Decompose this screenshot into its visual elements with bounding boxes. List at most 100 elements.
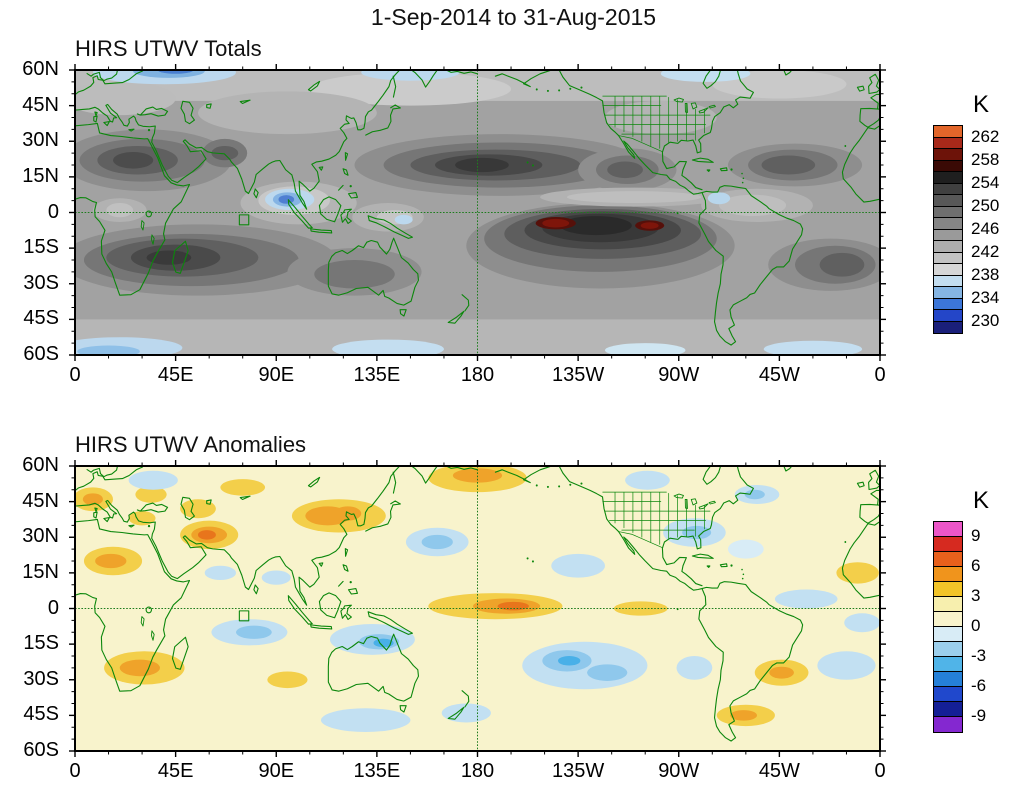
colorbar-cell bbox=[934, 537, 962, 552]
y-axis-labels-anomalies: 60N 45N 30N 15N 0 15S 30S 45S 60S bbox=[3, 454, 67, 761]
colorbar-cells-anomalies bbox=[933, 521, 963, 733]
colorbar-totals: K 262 258 254 250 246 242 238 234 230 bbox=[933, 91, 1027, 385]
colorbar-cell bbox=[934, 321, 962, 333]
colorbar-cell bbox=[934, 310, 962, 322]
x-tick-label: 180 bbox=[460, 760, 495, 782]
y-tick-label: 45N bbox=[22, 489, 59, 512]
y-tick-label: 30S bbox=[23, 271, 59, 294]
y-tick-label: 0 bbox=[47, 200, 59, 223]
colorbar-cell bbox=[934, 298, 962, 310]
y-tick-label: 15N bbox=[22, 560, 59, 583]
colorbar-unit-label: K bbox=[973, 487, 990, 514]
x-tick-label: 45E bbox=[157, 760, 194, 782]
x-tick-label: 135E bbox=[353, 760, 401, 782]
colorbar-tick-label: 6 bbox=[971, 556, 981, 575]
y-tick-label: 30N bbox=[22, 525, 59, 548]
colorbar-cell bbox=[934, 229, 962, 241]
colorbar-tick-label: 258 bbox=[971, 149, 1000, 169]
map-anomalies: 60N 45N 30N 15N 0 15S 30S 45S 60S 0 45E 90E 135E 180… bbox=[22, 454, 886, 782]
colorbar-anomalies: K 9 6 3 0 -3 -6 -9 bbox=[933, 487, 1027, 781]
map-canvas-totals bbox=[75, 70, 880, 355]
colorbar-cell bbox=[934, 642, 962, 657]
y-tick-label: 30N bbox=[22, 129, 59, 152]
colorbar-cell bbox=[934, 183, 962, 195]
x-tick-label: 0 bbox=[874, 364, 886, 386]
panel-title-anomalies: HIRS UTWV Anomalies bbox=[75, 432, 307, 457]
colorbar-cell bbox=[934, 702, 962, 717]
colorbar-cell bbox=[934, 264, 962, 276]
y-tick-label: 45S bbox=[23, 703, 59, 726]
colorbar-cell bbox=[934, 552, 962, 567]
colorbar-tick-labels-anomalies: 9 6 3 0 -3 -6 -9 bbox=[971, 521, 1025, 781]
x-tick-label: 0 bbox=[874, 760, 886, 782]
x-tick-label: 0 bbox=[69, 760, 81, 782]
y-tick-label: 60S bbox=[23, 343, 59, 366]
x-tick-label: 180 bbox=[460, 364, 495, 386]
colorbar-tick-label: 3 bbox=[971, 586, 981, 605]
colorbar-cell bbox=[934, 567, 962, 582]
colorbar-tick-label: 250 bbox=[971, 195, 1000, 215]
x-tick-label: 90W bbox=[658, 364, 700, 386]
colorbar-cell bbox=[934, 582, 962, 597]
y-tick-label: 45S bbox=[23, 307, 59, 330]
panel-totals: HIRS UTWV Totals bbox=[0, 36, 1027, 428]
colorbar-cell bbox=[934, 597, 962, 612]
y-tick-label: 60N bbox=[22, 454, 59, 477]
colorbar-tick-label: 230 bbox=[971, 310, 1000, 330]
colorbar-tick-label: 238 bbox=[971, 264, 1000, 284]
colorbar-tick-label: 254 bbox=[971, 172, 1000, 192]
colorbar-tick-label: 9 bbox=[971, 526, 981, 545]
y-tick-label: 15N bbox=[22, 164, 59, 187]
x-tick-label: 45W bbox=[758, 760, 800, 782]
figure-title: 1-Sep-2014 to 31-Aug-2015 bbox=[370, 4, 657, 30]
y-tick-label: 30S bbox=[23, 667, 59, 690]
y-tick-label: 45N bbox=[22, 93, 59, 116]
colorbar-cell bbox=[934, 195, 962, 207]
y-tick-label: 0 bbox=[47, 596, 59, 619]
contour-fills-totals bbox=[75, 70, 880, 355]
x-tick-label: 135W bbox=[552, 760, 605, 782]
colorbar-cell bbox=[934, 172, 962, 184]
colorbar-cell bbox=[934, 252, 962, 264]
y-tick-label: 15S bbox=[23, 236, 59, 259]
plot-frame bbox=[74, 69, 881, 356]
colorbar-tick-label: -9 bbox=[971, 706, 987, 725]
x-axis-labels-anomalies: 0 45E 90E 135E 180 135W 90W 45W 0 bbox=[69, 760, 885, 786]
colorbar-cell bbox=[934, 627, 962, 642]
colorbar-cell bbox=[934, 160, 962, 172]
colorbar-cell bbox=[934, 612, 962, 627]
y-tick-label: 60N bbox=[22, 58, 59, 81]
colorbar-cell bbox=[934, 218, 962, 230]
y-tick-label: 15S bbox=[23, 632, 59, 655]
x-tick-label: 45E bbox=[157, 364, 194, 386]
colorbar-cells-totals bbox=[933, 125, 963, 334]
panel-anomalies: HIRS UTWV Anomalies bbox=[0, 432, 1027, 788]
colorbar-tick-label: 242 bbox=[971, 241, 1000, 261]
y-axis-labels-totals: 60N 45N 30N 15N 0 15S 30S 45S 60S bbox=[3, 58, 67, 365]
plot-frame bbox=[74, 465, 881, 752]
x-tick-label: 135W bbox=[552, 364, 605, 386]
x-axis-labels-totals: 0 45E 90E 135E 180 135W 90W 45W 0 bbox=[69, 364, 885, 390]
colorbar-tick-label: 234 bbox=[971, 287, 1000, 307]
colorbar-cell bbox=[934, 149, 962, 161]
colorbar-cell bbox=[934, 206, 962, 218]
colorbar-tick-label: 246 bbox=[971, 218, 1000, 238]
axis-frame-totals bbox=[69, 64, 886, 361]
colorbar-cell bbox=[934, 287, 962, 299]
contour-fills-anomalies bbox=[75, 466, 880, 751]
map-totals: 60N 45N 30N 15N 0 15S 30S 45S 60S 0 45E 90E 135E 180… bbox=[22, 58, 886, 386]
colorbar-cell bbox=[934, 241, 962, 253]
colorbar-cell bbox=[934, 672, 962, 687]
x-tick-label: 45W bbox=[758, 364, 800, 386]
colorbar-cell bbox=[934, 657, 962, 672]
x-tick-label: 90W bbox=[658, 760, 700, 782]
colorbar-cell bbox=[934, 717, 962, 732]
x-tick-label: 90E bbox=[258, 364, 295, 386]
colorbar-cell bbox=[934, 687, 962, 702]
x-tick-label: 90E bbox=[258, 760, 295, 782]
colorbar-tick-label: 0 bbox=[971, 616, 981, 635]
panel-title-totals: HIRS UTWV Totals bbox=[75, 36, 262, 61]
colorbar-tick-labels-totals: 262 258 254 250 246 242 238 234 230 bbox=[971, 125, 1025, 385]
colorbar-cell bbox=[934, 137, 962, 149]
